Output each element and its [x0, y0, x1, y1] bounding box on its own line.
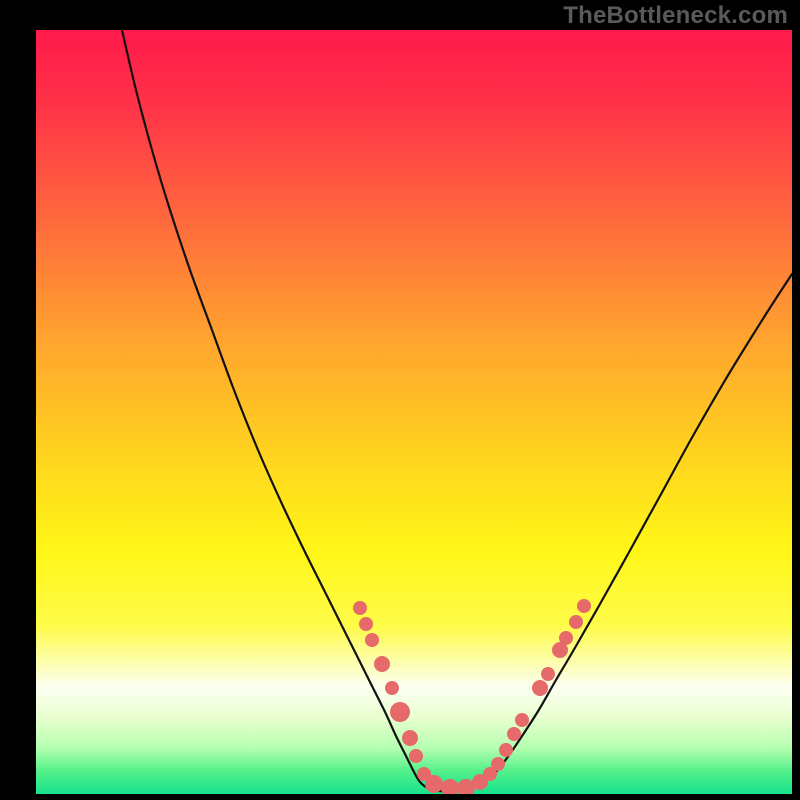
- data-marker: [532, 680, 548, 696]
- data-marker: [374, 656, 390, 672]
- data-marker: [425, 775, 443, 793]
- data-marker: [577, 599, 591, 613]
- data-marker: [409, 749, 423, 763]
- data-marker: [390, 702, 410, 722]
- data-marker: [491, 757, 505, 771]
- data-marker: [541, 667, 555, 681]
- data-marker: [353, 601, 367, 615]
- data-marker: [569, 615, 583, 629]
- chart-svg: [36, 30, 792, 794]
- data-marker: [559, 631, 573, 645]
- data-marker: [507, 727, 521, 741]
- plot-area: [36, 30, 792, 794]
- data-marker: [499, 743, 513, 757]
- data-marker: [515, 713, 529, 727]
- data-marker: [365, 633, 379, 647]
- data-marker: [402, 730, 418, 746]
- data-marker: [385, 681, 399, 695]
- watermark-text: TheBottleneck.com: [563, 2, 788, 30]
- data-marker: [359, 617, 373, 631]
- chart-frame: TheBottleneck.com: [0, 0, 800, 800]
